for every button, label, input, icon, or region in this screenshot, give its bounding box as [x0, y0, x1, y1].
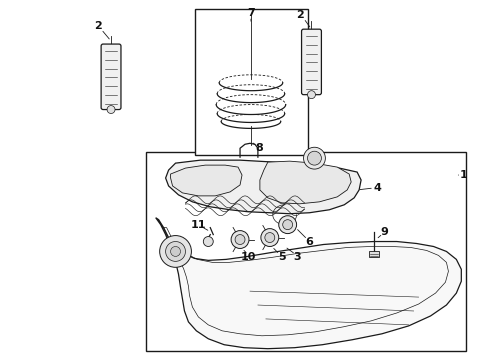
Bar: [369, 251, 379, 257]
Text: 9: 9: [380, 226, 388, 237]
Circle shape: [308, 91, 316, 99]
Text: 4: 4: [373, 183, 381, 193]
Circle shape: [166, 242, 185, 261]
Circle shape: [160, 235, 192, 267]
Circle shape: [261, 229, 279, 247]
Circle shape: [303, 147, 325, 169]
Circle shape: [231, 231, 249, 248]
Text: 6: 6: [306, 237, 314, 247]
Circle shape: [279, 216, 296, 234]
Text: 10: 10: [240, 252, 256, 262]
Polygon shape: [260, 161, 351, 204]
Text: 2: 2: [94, 21, 102, 31]
Circle shape: [283, 220, 293, 230]
Bar: [196, 9, 308, 155]
Polygon shape: [171, 165, 242, 196]
Text: 3: 3: [294, 252, 301, 262]
Text: 1: 1: [460, 170, 467, 180]
Text: 8: 8: [255, 143, 263, 153]
Circle shape: [203, 237, 213, 247]
Text: 5: 5: [278, 252, 286, 262]
FancyBboxPatch shape: [301, 29, 321, 95]
Polygon shape: [156, 218, 461, 349]
Polygon shape: [166, 160, 361, 214]
Circle shape: [171, 247, 180, 256]
Text: 11: 11: [191, 220, 206, 230]
Text: 2: 2: [295, 10, 303, 20]
Circle shape: [107, 105, 115, 113]
Circle shape: [265, 233, 275, 243]
Circle shape: [235, 235, 245, 244]
FancyBboxPatch shape: [101, 44, 121, 109]
Text: 7: 7: [247, 8, 255, 18]
Circle shape: [308, 151, 321, 165]
Bar: [146, 152, 466, 351]
